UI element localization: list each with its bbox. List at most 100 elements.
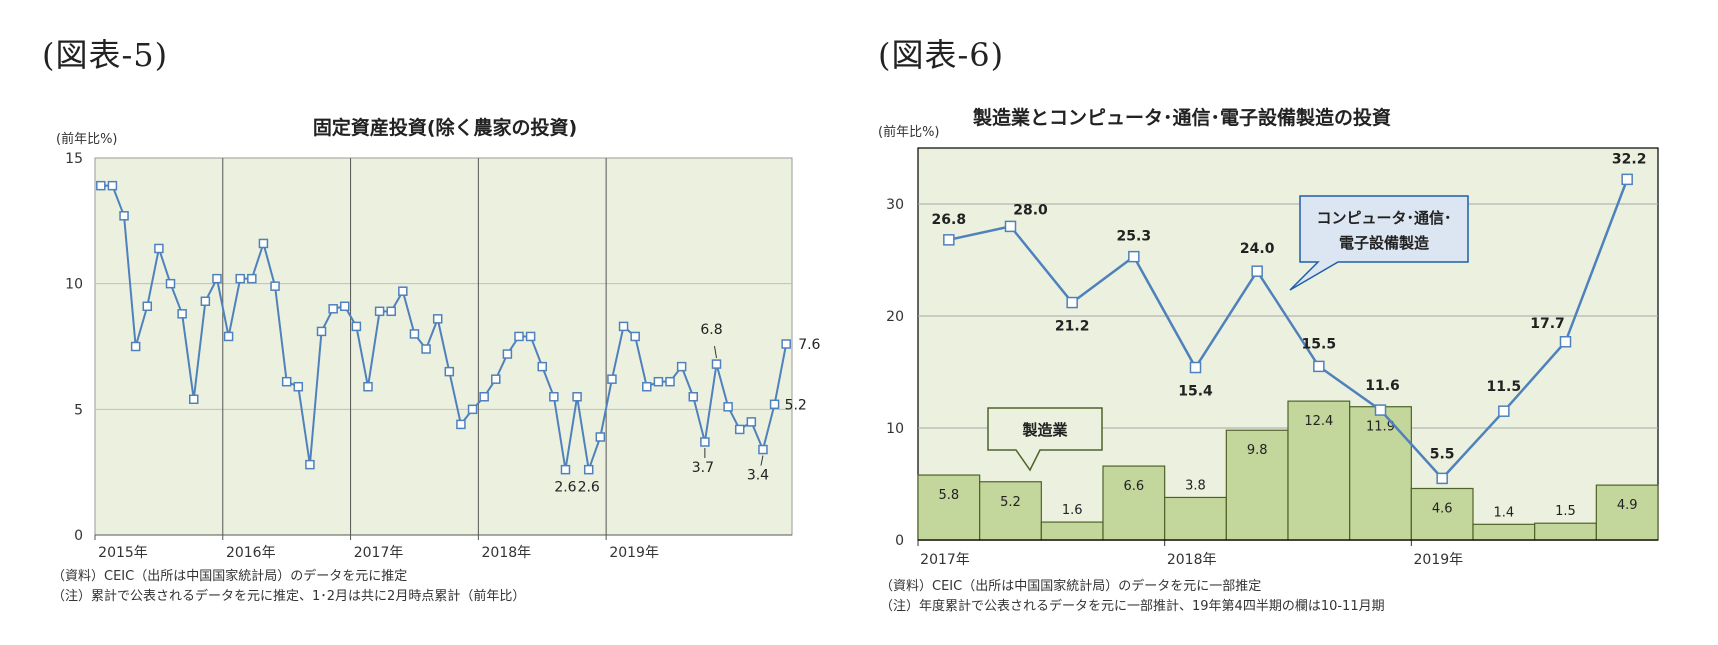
fig6-line-label: 15.5 bbox=[1302, 336, 1337, 352]
fig5-plot: 0 5 10 15 2015年 2016年 2017年 2018年 2019年 2.6 2.6 6.8… bbox=[65, 151, 820, 561]
fig6-line-point bbox=[1621, 173, 1633, 186]
fig6-bar-label: 1.4 bbox=[1493, 505, 1514, 520]
fig6-chart-title: 製造業とコンピュータ･通信･電子設備製造の投資 bbox=[972, 106, 1391, 129]
fig6-line-point bbox=[1436, 472, 1448, 485]
fig6-line-label: 11.6 bbox=[1365, 378, 1400, 394]
fig5-point bbox=[270, 281, 280, 291]
fig5-data-label: 7.6 bbox=[798, 337, 820, 353]
fig5-point bbox=[583, 464, 594, 475]
fig5-point bbox=[781, 339, 791, 349]
fig5-point bbox=[758, 444, 768, 455]
fig6-line-label: 28.0 bbox=[1013, 202, 1048, 218]
fig5-source-note: （資料）CEIC（出所は中国国家統計局）のデータを元に推定 bbox=[52, 568, 407, 584]
fig6-y-tick-label: 20 bbox=[886, 309, 904, 325]
fig6-line-callout-text: コンピュータ･通信･ bbox=[1316, 209, 1451, 227]
fig5-data-label: 2.6 bbox=[578, 480, 600, 496]
fig5-chart-title: 固定資産投資(除く農家の投資) bbox=[313, 116, 577, 139]
fig6-line-callout-text: 電子設備製造 bbox=[1339, 234, 1429, 252]
fig6-y-tick-label: 0 bbox=[895, 533, 904, 549]
fig5-point bbox=[235, 273, 245, 284]
fig6-line-series bbox=[948, 178, 1629, 481]
fig6-unit-label: (前年比%) bbox=[878, 124, 940, 140]
fig5-leader-line bbox=[713, 346, 717, 359]
fig5-point bbox=[351, 321, 362, 332]
fig5-point bbox=[595, 432, 606, 442]
fig6-bar-label: 4.6 bbox=[1432, 501, 1453, 516]
fig6-bar bbox=[1349, 406, 1412, 541]
fig5-point bbox=[107, 180, 118, 191]
fig6-line-point bbox=[1313, 360, 1325, 373]
fig5-y-tick-label: 0 bbox=[74, 528, 83, 544]
fig5-point bbox=[142, 301, 153, 312]
fig5-x-tick-label: 2017年 bbox=[354, 545, 404, 561]
fig6-bar bbox=[1102, 465, 1166, 541]
fig5-point bbox=[316, 326, 327, 337]
fig6-bar-label: 5.8 bbox=[938, 488, 959, 503]
fig6-bar bbox=[979, 481, 1042, 541]
fig6-bar-label: 11.9 bbox=[1366, 420, 1395, 435]
fig6-line-point bbox=[1189, 361, 1202, 374]
fig6-line-label: 26.8 bbox=[932, 212, 967, 228]
fig5-point bbox=[560, 464, 571, 475]
fig6-line-point bbox=[1559, 336, 1572, 348]
fig6-bar-callout-text: 製造業 bbox=[1021, 421, 1068, 439]
figure-6-label: (図表-6) bbox=[878, 36, 1005, 74]
fig5-point bbox=[618, 321, 629, 332]
fig5-point bbox=[734, 424, 745, 435]
fig6-line-label: 21.2 bbox=[1055, 319, 1090, 335]
fig6-bar-label: 9.8 bbox=[1247, 443, 1268, 458]
fig5-x-tick-label: 2019年 bbox=[609, 545, 659, 561]
fig5-x-tick-label: 2015年 bbox=[98, 545, 148, 561]
fig6-bar-label: 5.2 bbox=[1000, 495, 1021, 510]
fig6-line-label: 17.7 bbox=[1530, 316, 1565, 332]
fig5-point bbox=[305, 459, 315, 470]
fig6-bar bbox=[1164, 496, 1227, 541]
fig6-line-point bbox=[1004, 220, 1017, 233]
fig6-bar bbox=[1472, 523, 1536, 541]
fig5-point bbox=[212, 273, 222, 284]
fig5-point bbox=[154, 243, 164, 254]
fig6-bar-label: 3.8 bbox=[1185, 478, 1206, 493]
fig5-point bbox=[409, 329, 420, 339]
fig5-point bbox=[746, 417, 757, 427]
fig5-point bbox=[688, 392, 699, 402]
fig5-point bbox=[665, 376, 675, 387]
fig6-bar-label: 1.5 bbox=[1555, 504, 1576, 519]
fig5-point bbox=[281, 376, 292, 387]
fig6-line-point bbox=[1251, 265, 1263, 277]
fig6-bar-callout-box bbox=[987, 407, 1103, 472]
fig5-point bbox=[200, 296, 211, 307]
fig5-point bbox=[711, 359, 722, 369]
fig5-point bbox=[165, 278, 176, 289]
fig5-y-tick-label: 10 bbox=[65, 277, 83, 293]
fig6-bar bbox=[1287, 400, 1351, 541]
fig5-point bbox=[700, 437, 710, 447]
fig5-point bbox=[514, 331, 524, 342]
fig5-point bbox=[258, 238, 269, 249]
fig5-data-label: 3.4 bbox=[747, 468, 769, 484]
fig6-source-note: （資料）CEIC（出所は中国国家統計局）のデータを元に一部推定 bbox=[880, 578, 1261, 594]
fig5-point bbox=[374, 306, 385, 317]
fig5-point bbox=[328, 304, 338, 314]
fig5-point bbox=[456, 419, 466, 430]
fig5-point bbox=[340, 301, 350, 312]
fig6-x-tick-label: 2018年 bbox=[1167, 552, 1217, 568]
fig5-data-label: 5.2 bbox=[785, 397, 807, 413]
fig5-point bbox=[444, 366, 455, 377]
fig6-line-point bbox=[1128, 250, 1140, 263]
fig6-line-point bbox=[1498, 405, 1510, 417]
fig6-y-tick-label: 10 bbox=[886, 421, 904, 437]
fig5-unit-label: (前年比%) bbox=[56, 131, 118, 147]
fig5-point bbox=[188, 394, 199, 405]
fig5-y-tick-label: 15 bbox=[65, 151, 83, 167]
fig6-bar bbox=[917, 474, 981, 541]
fig5-point bbox=[119, 211, 129, 221]
fig5-point bbox=[130, 341, 141, 352]
fig6-bar-label: 6.6 bbox=[1123, 479, 1144, 494]
fig5-point bbox=[491, 374, 501, 384]
fig5-x-tick-label: 2018年 bbox=[482, 545, 532, 561]
fig5-point bbox=[723, 402, 733, 412]
fig6-line-label: 32.2 bbox=[1612, 151, 1647, 167]
